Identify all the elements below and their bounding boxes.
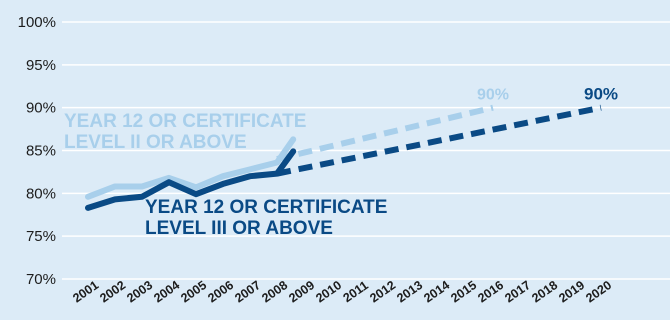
x-tick-label: 2007 [232,278,263,305]
target-label-level-iii: 90% [584,85,618,104]
x-tick-label: 2009 [286,278,317,305]
series-layer [85,104,602,211]
x-tick-label: 2017 [502,278,533,305]
x-tick-label: 2010 [313,278,344,305]
projection-line-level-iii [276,104,602,177]
series-line-level-ii [85,136,297,200]
x-tick-label: 2005 [178,278,209,305]
x-tick-label: 2008 [259,278,290,305]
annotation-layer: YEAR 12 OR CERTIFICATE LEVEL II OR ABOVE 9… [64,85,618,239]
y-tick-label: 100% [18,14,56,31]
x-tick-label: 2012 [367,278,398,305]
target-label-level-ii: 90% [477,87,509,104]
x-tick-label: 2016 [475,278,506,305]
series-label-level-iii: YEAR 12 OR CERTIFICATE LEVEL III OR ABOVE [145,197,387,239]
x-tick-label: 2020 [583,278,614,305]
y-tick-label: 90% [26,100,56,117]
x-tick-label: 2019 [556,278,587,305]
gridlines [62,21,670,280]
y-tick-label: 70% [26,271,56,288]
x-tick-label: 2004 [151,278,182,305]
y-tick-label: 85% [26,143,56,160]
x-tick-label: 2013 [394,278,425,305]
x-tick-label: 2018 [529,278,560,305]
y-axis-ticks: 70% 75% 80% 85% 90% 95% 100% [18,14,56,288]
y-tick-label: 75% [26,228,56,245]
y-tick-label: 80% [26,185,56,202]
x-tick-label: 2002 [97,278,128,305]
series-label-level-ii: YEAR 12 OR CERTIFICATE LEVEL II OR ABOVE [64,111,306,153]
y-tick-label: 95% [26,57,56,74]
series-line-level-iii [85,148,297,211]
x-tick-label: 2014 [421,278,452,305]
x-tick-label: 2011 [341,278,371,305]
x-tick-label: 2003 [124,278,155,305]
x-tick-label: 2006 [205,278,236,305]
projection-line-level-ii [276,104,494,162]
x-axis-ticks: 2001200220032004200520062007200820092010… [70,278,614,305]
x-tick-label: 2015 [448,278,479,305]
x-tick-label: 2001 [70,278,101,305]
